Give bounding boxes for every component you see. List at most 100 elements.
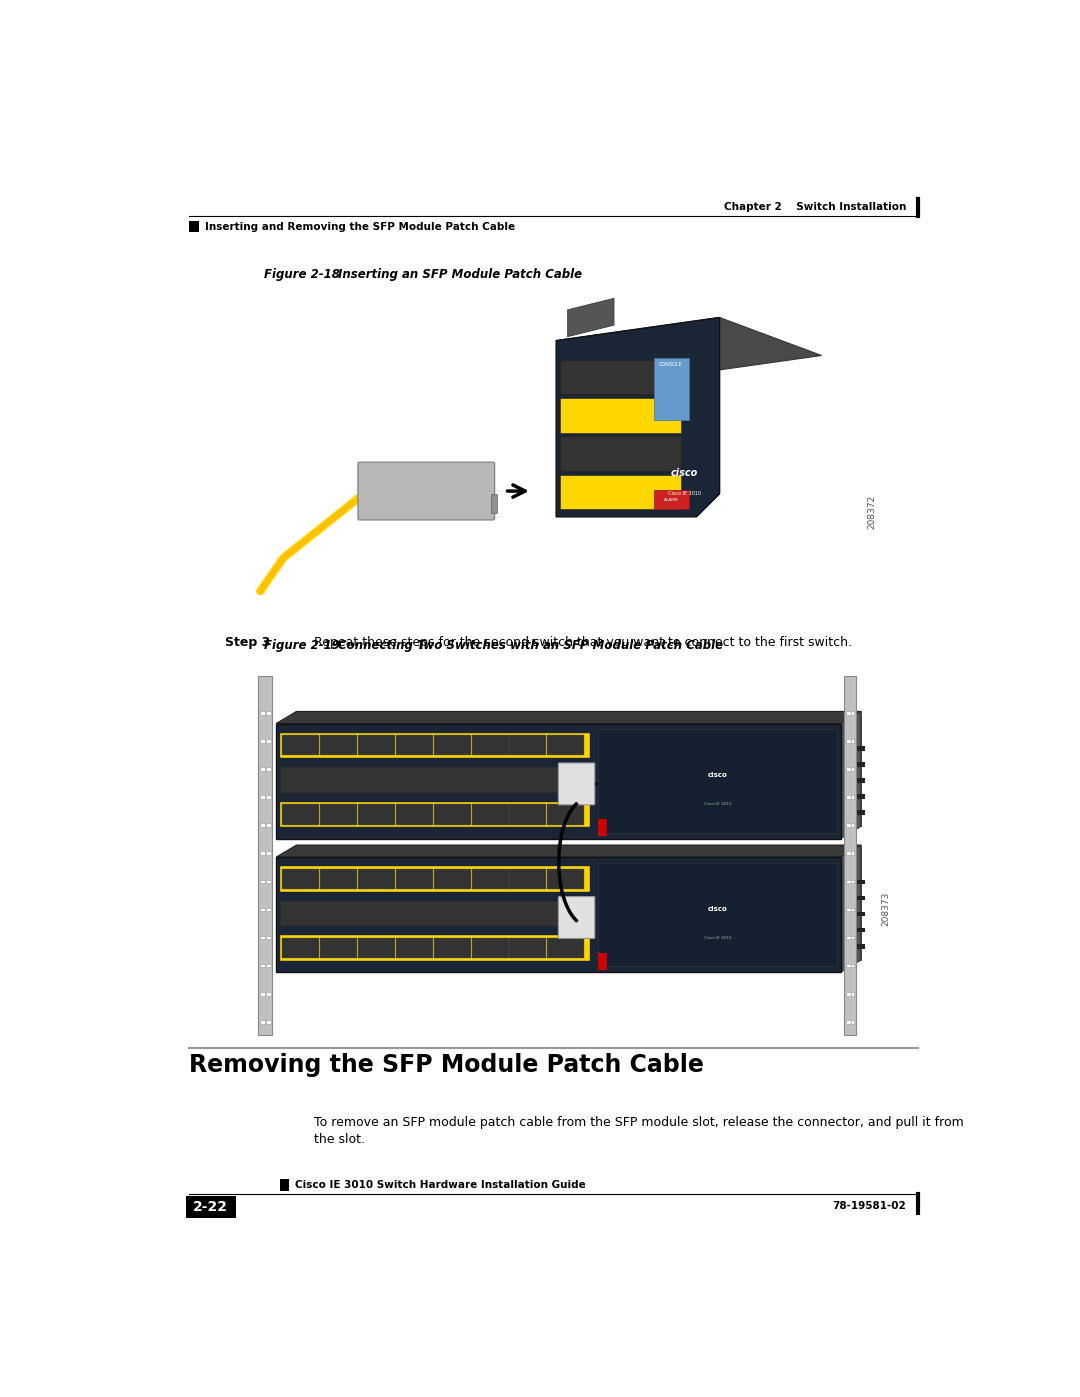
Bar [851,936,853,939]
Bar [548,735,584,756]
Bar [846,908,851,911]
Bar [260,767,265,771]
FancyBboxPatch shape [558,763,595,805]
Bar [260,711,265,715]
Bar [276,724,840,838]
FancyBboxPatch shape [558,897,595,939]
Bar [434,937,471,958]
Bar [359,869,395,888]
Text: cisco: cisco [671,468,699,478]
Text: Cisco IE 3010 Switch Hardware Installation Guide: Cisco IE 3010 Switch Hardware Installati… [295,1180,585,1190]
Bar [260,992,265,996]
Bar [598,729,837,833]
Bar [280,767,591,792]
Bar [396,805,433,824]
Text: Repeat these steps for the second switch that you want to connect to the first s: Repeat these steps for the second switch… [314,636,852,648]
Bar [189,221,199,232]
Text: 208372: 208372 [867,495,876,529]
Text: Cisco IE 3010: Cisco IE 3010 [703,802,731,806]
Text: Step 3: Step 3 [226,636,271,648]
Bar [472,937,509,958]
Bar [260,1020,265,1024]
Bar [266,795,271,799]
Polygon shape [276,845,861,858]
Bar [851,964,853,968]
Bar [856,845,861,960]
Bar [260,823,265,827]
Bar [280,802,591,827]
Bar [548,937,584,958]
Bar [282,937,320,958]
Bar [846,767,851,771]
Polygon shape [697,317,719,517]
Text: cisco: cisco [707,905,727,912]
Bar [472,735,509,756]
Bar [260,908,265,911]
Bar [266,992,271,996]
Bar [266,880,271,883]
Bar [851,992,853,996]
Bar [846,992,851,996]
Bar [852,912,865,916]
Bar [653,490,689,509]
Bar [280,936,591,961]
Bar [396,869,433,888]
Bar [258,676,272,1035]
Bar [260,851,265,855]
Bar [846,851,851,855]
Bar [260,795,265,799]
Text: cisco: cisco [707,773,727,778]
Bar [598,863,837,967]
Text: Connecting Two Switches with an SFP Module Patch Cable: Connecting Two Switches with an SFP Modu… [338,640,723,652]
Bar [510,805,546,824]
Bar [845,676,856,1035]
Bar [852,810,865,814]
Text: Chapter 2    Switch Installation: Chapter 2 Switch Installation [724,203,906,212]
Bar [260,880,265,883]
Bar [846,711,851,715]
Text: Inserting an SFP Module Patch Cable: Inserting an SFP Module Patch Cable [338,268,582,281]
Bar [846,880,851,883]
Bar [852,944,865,949]
Bar [598,819,607,837]
Bar [434,805,471,824]
Bar [276,858,840,972]
Bar [852,895,865,900]
Bar [846,823,851,827]
Bar [510,869,546,888]
Bar [253,668,872,1039]
Polygon shape [276,711,861,724]
Bar [851,711,853,715]
Bar [851,823,853,827]
Bar [282,869,320,888]
Bar [851,880,853,883]
Bar [280,866,591,891]
Bar [852,778,865,782]
Bar [434,735,471,756]
Bar [396,735,433,756]
Bar [846,739,851,743]
Text: Figure 2-19: Figure 2-19 [265,640,340,652]
Text: CONSOLE: CONSOLE [659,362,683,367]
Bar [359,735,395,756]
Bar [561,360,680,394]
Bar [396,937,433,958]
Bar [851,739,853,743]
Bar [852,880,865,884]
Bar [266,1020,271,1024]
Bar [852,928,865,932]
Text: Cisco IE 3010: Cisco IE 3010 [703,936,731,940]
Bar [852,761,865,767]
Bar [598,953,607,970]
Bar [852,795,865,799]
Text: 78-19581-02: 78-19581-02 [833,1201,906,1211]
Bar [851,795,853,799]
Bar [851,851,853,855]
Bar [359,937,395,958]
Bar [856,711,861,827]
Bar [280,732,591,759]
Bar [282,805,320,824]
Bar [846,936,851,939]
Bar [266,767,271,771]
Text: ALARM: ALARM [663,497,678,502]
